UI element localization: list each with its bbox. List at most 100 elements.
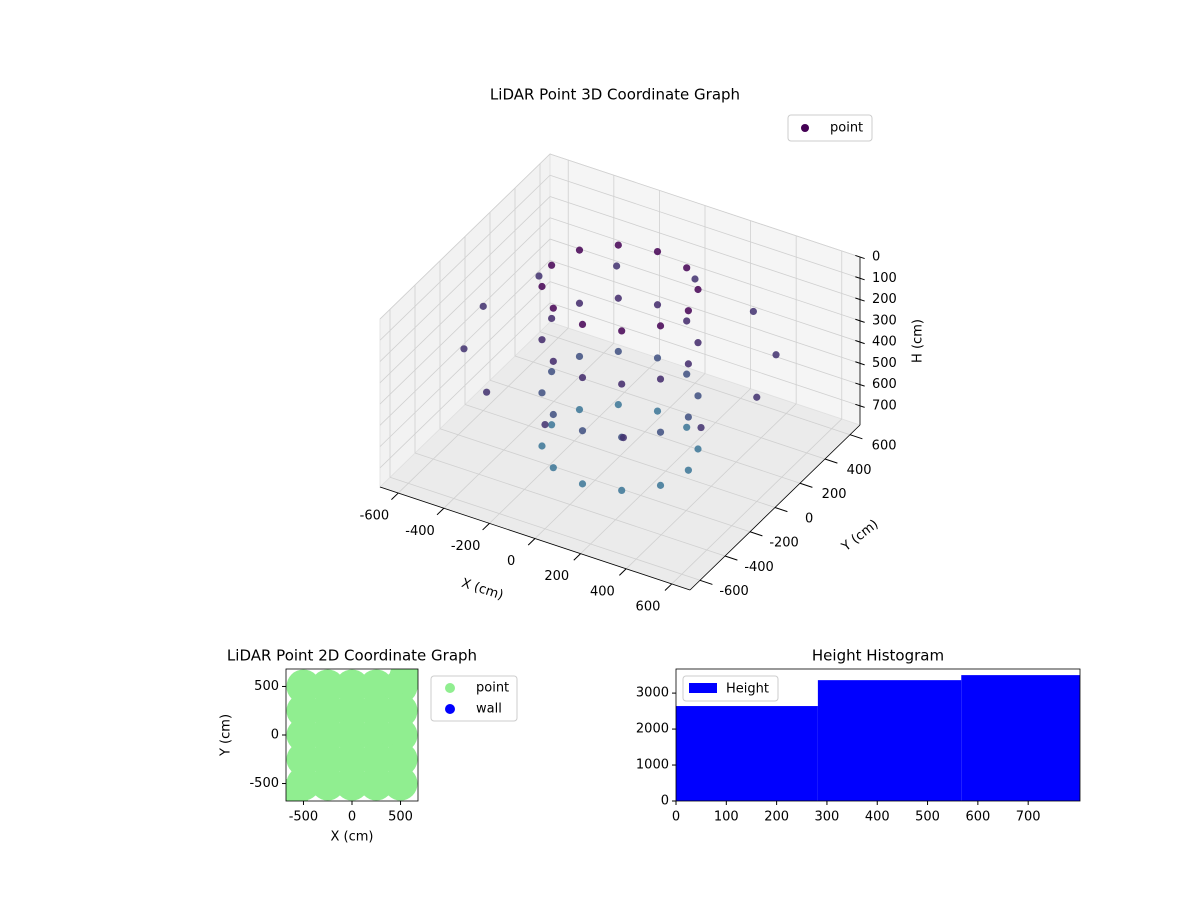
- x-tick-label: 500: [915, 810, 940, 825]
- tick-mark: [824, 458, 838, 464]
- y-axis-line: [689, 424, 861, 591]
- y-tick-label: -400: [744, 560, 774, 575]
- point: [694, 392, 702, 400]
- point: [548, 368, 556, 376]
- point: [618, 486, 626, 494]
- point: [656, 322, 665, 330]
- point: [614, 400, 622, 409]
- point: [618, 327, 626, 335]
- grid-line: [549, 302, 861, 407]
- point: [683, 370, 691, 378]
- x-tick-label: 400: [865, 810, 890, 825]
- x-tick-label: -200: [451, 539, 481, 554]
- point: [383, 742, 418, 777]
- point: [538, 282, 546, 291]
- grid-line: [549, 153, 861, 258]
- x-tick-label: -400: [405, 524, 435, 539]
- point: [359, 669, 394, 704]
- x-tick-label: 600: [965, 810, 990, 825]
- y-tick-label: 400: [847, 463, 872, 478]
- point: [549, 357, 557, 365]
- point: [335, 766, 369, 801]
- y-tick-label: 3000: [636, 686, 669, 701]
- legend-marker: [801, 124, 809, 132]
- tick-mark: [436, 507, 445, 516]
- grid-line: [549, 281, 861, 385]
- point: [578, 373, 587, 382]
- point: [683, 317, 691, 325]
- tick-mark: [849, 434, 863, 440]
- grid-line: [549, 196, 861, 300]
- grid-line: [549, 217, 861, 322]
- point: [538, 336, 546, 344]
- tick-mark: [749, 531, 763, 537]
- legend-patch: [689, 683, 717, 693]
- z-tick-label: 0: [872, 250, 880, 265]
- x-tick-label: 600: [636, 600, 661, 615]
- point: [359, 766, 394, 801]
- tick-mark: [699, 579, 713, 585]
- grid-line: [379, 281, 551, 447]
- legend-label: point: [476, 681, 509, 696]
- grid-line: [539, 331, 851, 436]
- tick-mark: [774, 507, 788, 513]
- point: [335, 718, 369, 752]
- point: [310, 766, 345, 801]
- point: [618, 380, 626, 388]
- grid-line: [379, 196, 551, 362]
- point: [653, 354, 662, 362]
- z-tick-label: 600: [872, 377, 897, 392]
- y-tick-label: 500: [254, 679, 279, 694]
- tick-mark: [619, 568, 627, 576]
- point: [359, 718, 394, 752]
- point: [578, 480, 587, 488]
- tick-mark: [391, 492, 399, 501]
- z-tick-label: 500: [872, 356, 897, 371]
- point: [310, 742, 345, 777]
- grid-line: [439, 428, 751, 533]
- point: [656, 375, 665, 383]
- point: [575, 406, 584, 414]
- point: [548, 314, 556, 323]
- z-tick-label: 400: [872, 335, 897, 350]
- x-tick-label: -500: [289, 810, 319, 825]
- point: [683, 264, 691, 272]
- y-tick-label: 0: [271, 728, 279, 743]
- grid-line: [549, 174, 861, 279]
- x-tick-label: 0: [672, 810, 680, 825]
- point: [691, 275, 699, 283]
- legend-box: [682, 675, 779, 702]
- grid-line: [379, 238, 551, 405]
- point: [359, 742, 394, 777]
- point: [575, 246, 584, 254]
- x-tick-label: 200: [544, 569, 569, 584]
- point: [684, 360, 692, 368]
- point: [389, 669, 418, 694]
- y-tick-label: 0: [661, 794, 669, 809]
- legend-marker: [445, 704, 455, 714]
- y-tick-label: 1000: [636, 758, 669, 773]
- bar: [817, 680, 962, 801]
- x-tick-label: 400: [590, 584, 615, 599]
- point: [694, 339, 702, 347]
- point: [335, 693, 369, 728]
- point: [656, 481, 665, 489]
- grid-line: [379, 174, 551, 341]
- plot-area: [286, 669, 418, 801]
- point: [460, 345, 468, 353]
- legend-label: Height: [726, 682, 769, 697]
- tick-mark: [573, 553, 581, 561]
- point: [383, 718, 418, 752]
- y-tick-label: 600: [872, 439, 897, 454]
- legend-label: wall: [476, 702, 502, 717]
- point: [483, 388, 491, 396]
- point: [541, 420, 549, 429]
- point: [548, 421, 556, 429]
- point: [694, 445, 702, 453]
- grid-line: [489, 379, 801, 484]
- point: [613, 262, 621, 270]
- grid-line: [514, 355, 826, 460]
- point: [772, 351, 780, 359]
- point: [683, 423, 691, 431]
